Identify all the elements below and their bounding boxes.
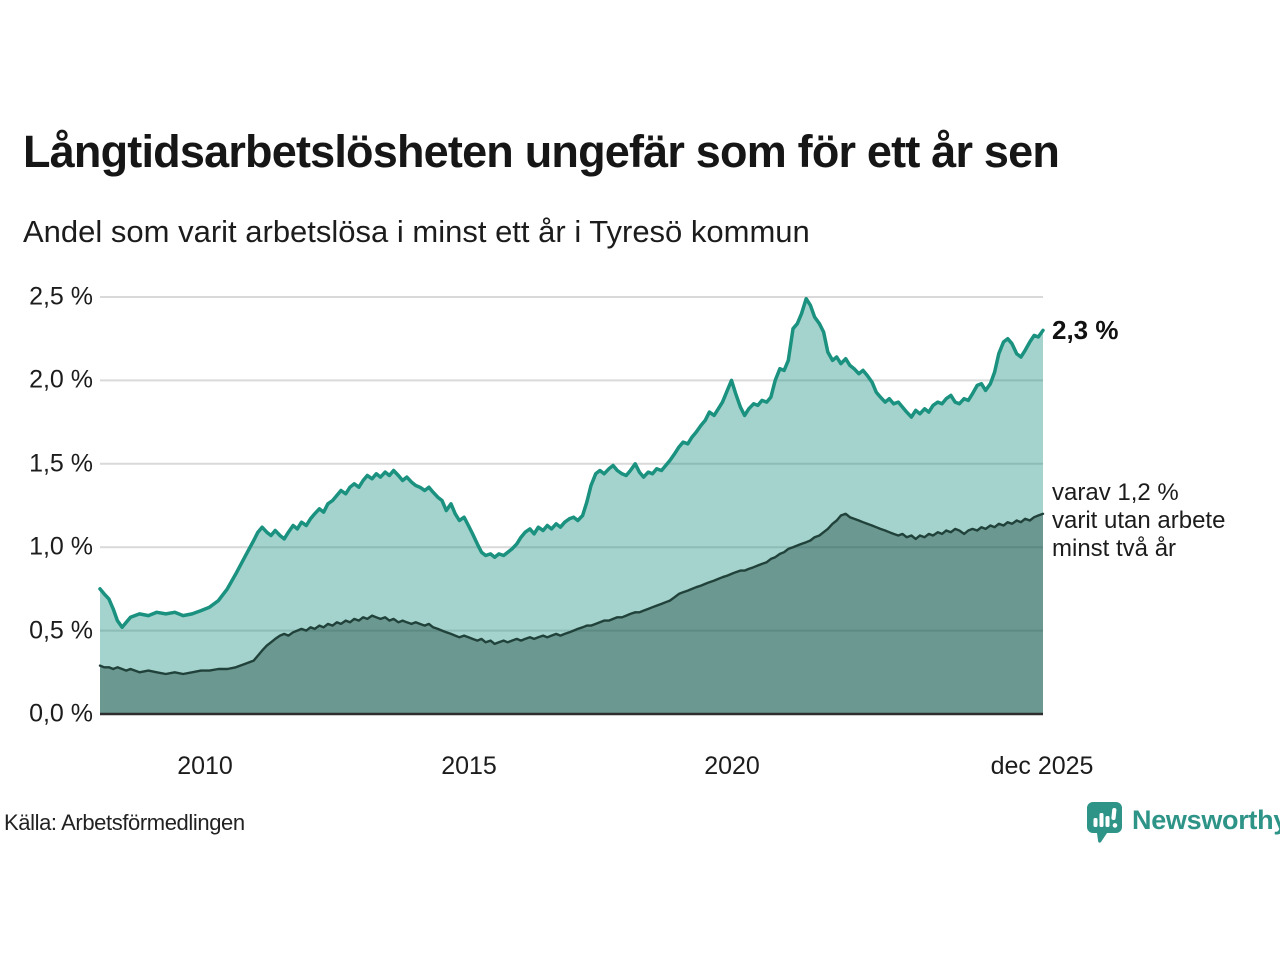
y-axis-label-0: 0,0 %	[29, 699, 93, 728]
line-two-year	[98, 512, 1045, 676]
x-axis-label-dec-2025: dec 2025	[990, 752, 1094, 780]
y-axis-label-05: 0,5 %	[29, 616, 93, 645]
newsworthy-icon	[1087, 802, 1122, 843]
newsworthy-logo[interactable]: Newsworthy	[1086, 801, 1280, 845]
annotation-two-year-note: varav 1,2 % varit utan arbete minst två …	[1052, 479, 1226, 562]
area-two-year	[100, 513, 1043, 714]
y-axis-label-20: 2,0 %	[29, 365, 93, 394]
brand-name: Newsworthy	[1132, 805, 1280, 835]
bar-chart-glyph	[1093, 808, 1118, 828]
source-label: Källa: Arbetsförmedlingen	[4, 810, 245, 835]
annotation-latest-value: 2,3 %	[1052, 315, 1119, 345]
area-one-year	[100, 298, 1043, 714]
y-axis-label-25: 2,5 %	[29, 282, 93, 311]
chart-title: Långtidsarbetslösheten ungefär som för e…	[23, 126, 1060, 177]
line-one-year	[98, 296, 1045, 630]
speech-bubble-shape	[1087, 802, 1122, 843]
x-axis-label-2010: 2010	[177, 752, 233, 780]
y-axis-label-10: 1,0 %	[29, 532, 93, 561]
chart-subtitle: Andel som varit arbetslösa i minst ett å…	[23, 214, 810, 249]
x-axis-label-2020: 2020	[704, 752, 760, 780]
y-axis-label-15: 1,5 %	[29, 449, 93, 478]
x-axis-label-2015: 2015	[441, 752, 497, 780]
